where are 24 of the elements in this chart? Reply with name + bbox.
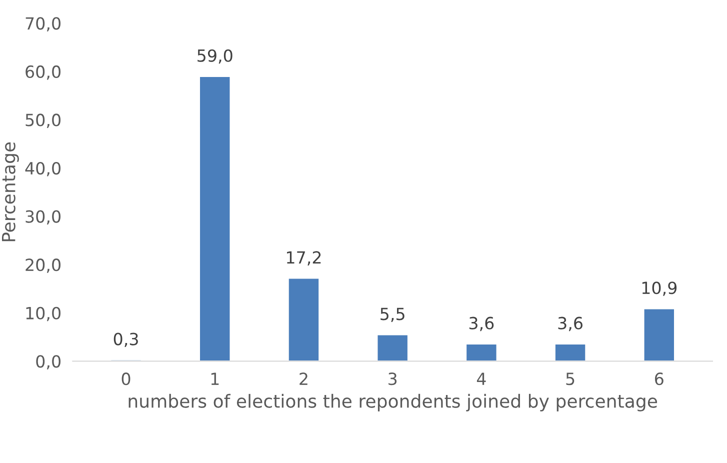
- y-tick-label: 0,0: [36, 355, 60, 370]
- x-tick-label: 2: [300, 372, 308, 385]
- x-axis-title: numbers of elections the repondents joined by percentage: [128, 394, 658, 412]
- y-tick-label: 50,0: [26, 114, 60, 128]
- data-label: 17,2: [287, 251, 321, 266]
- data-label: 10,9: [642, 282, 677, 296]
- y-tick-label: 10,0: [26, 306, 60, 322]
- x-tick-label: 6: [655, 372, 664, 386]
- y-tick-label: 20,0: [26, 258, 60, 273]
- data-label: 5,5: [380, 308, 404, 322]
- x-tick-label: 0: [122, 372, 130, 386]
- data-label: 0,3: [114, 332, 138, 348]
- x-tick-label: 1: [211, 372, 219, 385]
- y-tick-label: 70,0: [26, 17, 60, 32]
- y-tick-label: 40,0: [25, 162, 60, 176]
- y-tick-label: 30,0: [26, 210, 60, 225]
- data-label: 3,6: [469, 316, 494, 332]
- x-tick-label: 5: [566, 372, 574, 386]
- x-tick-label: 4: [476, 372, 486, 385]
- x-tick-label: 3: [388, 372, 397, 386]
- data-label: 3,6: [558, 316, 582, 332]
- data-label: 59,0: [198, 49, 232, 64]
- y-axis-title: Percentage: [2, 142, 19, 242]
- y-tick-label: 60,0: [26, 65, 60, 80]
